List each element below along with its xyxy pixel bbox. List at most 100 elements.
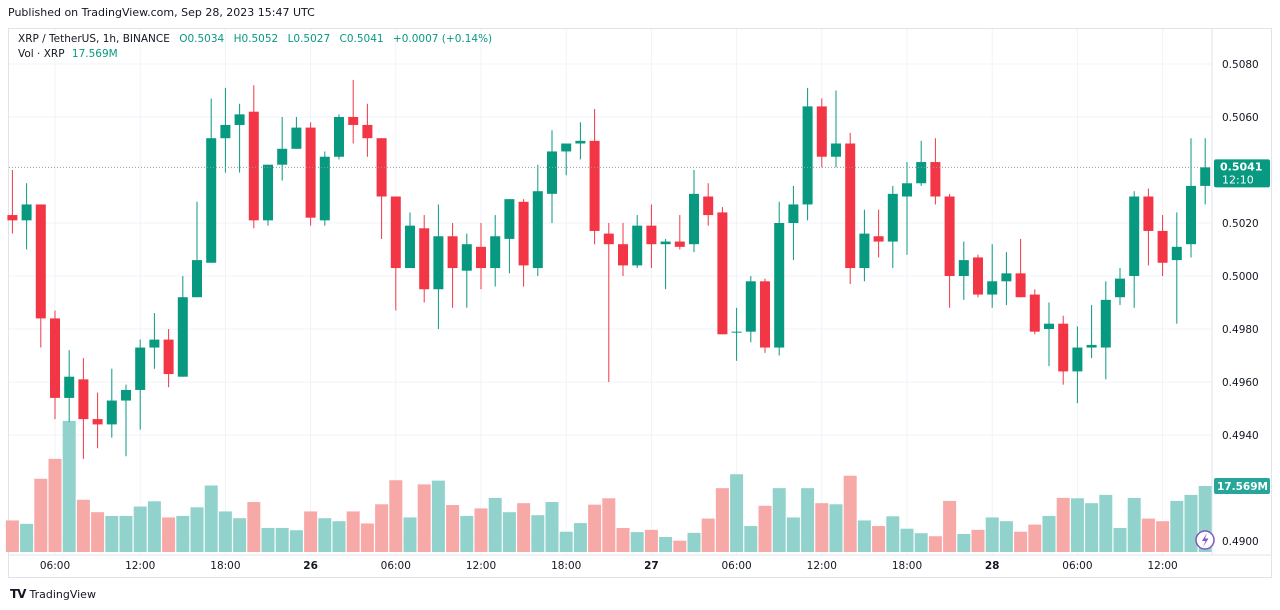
candle — [476, 223, 486, 290]
candle-body — [632, 225, 643, 266]
candle — [220, 87, 231, 173]
candle — [845, 132, 856, 284]
volume-bar — [1014, 531, 1028, 552]
candle-body — [1171, 246, 1182, 261]
candle-body — [50, 318, 60, 398]
candle — [745, 276, 756, 343]
candle — [816, 98, 827, 168]
candle-body — [149, 339, 160, 348]
volume-bar — [1070, 498, 1084, 552]
candle — [1001, 252, 1012, 306]
volume-bar — [602, 498, 616, 552]
candle-body — [390, 196, 401, 269]
candle — [774, 201, 785, 356]
candle-body — [1157, 230, 1168, 263]
candle-body — [873, 236, 884, 242]
candle-body — [816, 106, 827, 157]
candle-body — [476, 246, 486, 269]
volume-bar — [1028, 524, 1042, 552]
footer-brand[interactable]: TradingView — [29, 587, 96, 601]
candle — [447, 223, 458, 308]
candle — [987, 244, 998, 308]
volume-bar — [275, 527, 289, 552]
candle-body — [490, 236, 501, 269]
flash-icon[interactable] — [1195, 530, 1215, 550]
volume-bar — [34, 478, 48, 552]
candle — [291, 117, 302, 149]
candle — [916, 140, 927, 186]
volume-bar — [133, 506, 147, 552]
candle-body — [532, 191, 543, 269]
candle — [575, 122, 586, 160]
candle-body — [1100, 299, 1111, 348]
volume-bar — [375, 504, 389, 552]
candle-body — [916, 162, 927, 184]
candle-body — [419, 228, 430, 290]
symbol-title[interactable]: XRP / TetherUS, 1h, BINANCE — [18, 33, 170, 45]
candle-body — [277, 148, 288, 165]
candle — [944, 193, 955, 308]
volume-bar — [801, 488, 815, 552]
candle — [206, 98, 217, 263]
candle-body — [121, 389, 131, 401]
candle — [589, 109, 600, 245]
candle — [263, 164, 273, 226]
volume-bar — [673, 540, 687, 552]
volume-bar — [1170, 500, 1184, 552]
time-tick-label: 06:00 — [40, 560, 70, 572]
candle — [21, 183, 32, 250]
volume-bar — [758, 505, 772, 552]
candle-body — [405, 225, 415, 269]
legend-low: L0.5027 — [287, 33, 331, 45]
candle-body — [589, 140, 600, 231]
volume-bar — [62, 420, 76, 552]
candle — [958, 241, 969, 300]
chart-pane[interactable] — [8, 28, 1272, 578]
bar-countdown-label: 12:10 — [1222, 173, 1254, 186]
volume-bar — [928, 536, 942, 552]
published-caption: Published on TradingView.com, Sep 28, 20… — [8, 6, 315, 19]
time-tick-label: 06:00 — [381, 560, 411, 572]
candle-body — [902, 183, 912, 197]
candle-body — [334, 117, 344, 157]
volume-bar — [502, 512, 516, 552]
candle — [319, 151, 330, 226]
candle-body — [1058, 323, 1069, 372]
volume-tag: 17.569M — [1214, 478, 1270, 494]
volume-bar — [971, 529, 985, 552]
volume-bar — [644, 529, 658, 552]
time-axis[interactable]: 06:00 12:00 18:00 26 06:00 12:00 18:00 27 06:00 1… — [9, 554, 1271, 572]
candle — [930, 138, 941, 205]
candle-body — [1086, 344, 1097, 348]
candle-body — [163, 339, 174, 375]
price-tick-label: 0.5000 — [1222, 271, 1259, 283]
candle-body — [646, 225, 657, 245]
volume-bar — [872, 526, 886, 552]
volume-bar — [588, 504, 602, 552]
candle-body — [1143, 196, 1154, 231]
volume-bar — [247, 502, 261, 552]
volume-bar — [531, 515, 545, 552]
price-axis[interactable]: 0.5080 0.5060 0.5020 0.5000 0.4980 0.4960 0.49… — [1211, 29, 1259, 555]
volume-bar — [517, 503, 531, 552]
candle — [660, 238, 671, 290]
candle-body — [305, 127, 316, 218]
volume-bar — [559, 531, 573, 552]
candle-body — [1200, 167, 1211, 186]
candle — [1058, 315, 1069, 385]
candle — [1186, 138, 1196, 258]
tradingview-logo-icon[interactable]: TV — [10, 587, 27, 601]
candle — [64, 350, 75, 422]
volume-title[interactable]: Vol · XRP — [18, 48, 65, 60]
candle — [376, 138, 387, 239]
candle — [50, 310, 60, 420]
candle — [646, 204, 657, 269]
volume-bar — [76, 499, 90, 552]
time-tick-label: 12:00 — [125, 560, 155, 572]
candle-body — [78, 379, 89, 420]
volume-bar — [843, 475, 857, 552]
candle — [334, 114, 344, 160]
candle-body — [703, 196, 714, 216]
candle-body — [106, 400, 117, 425]
